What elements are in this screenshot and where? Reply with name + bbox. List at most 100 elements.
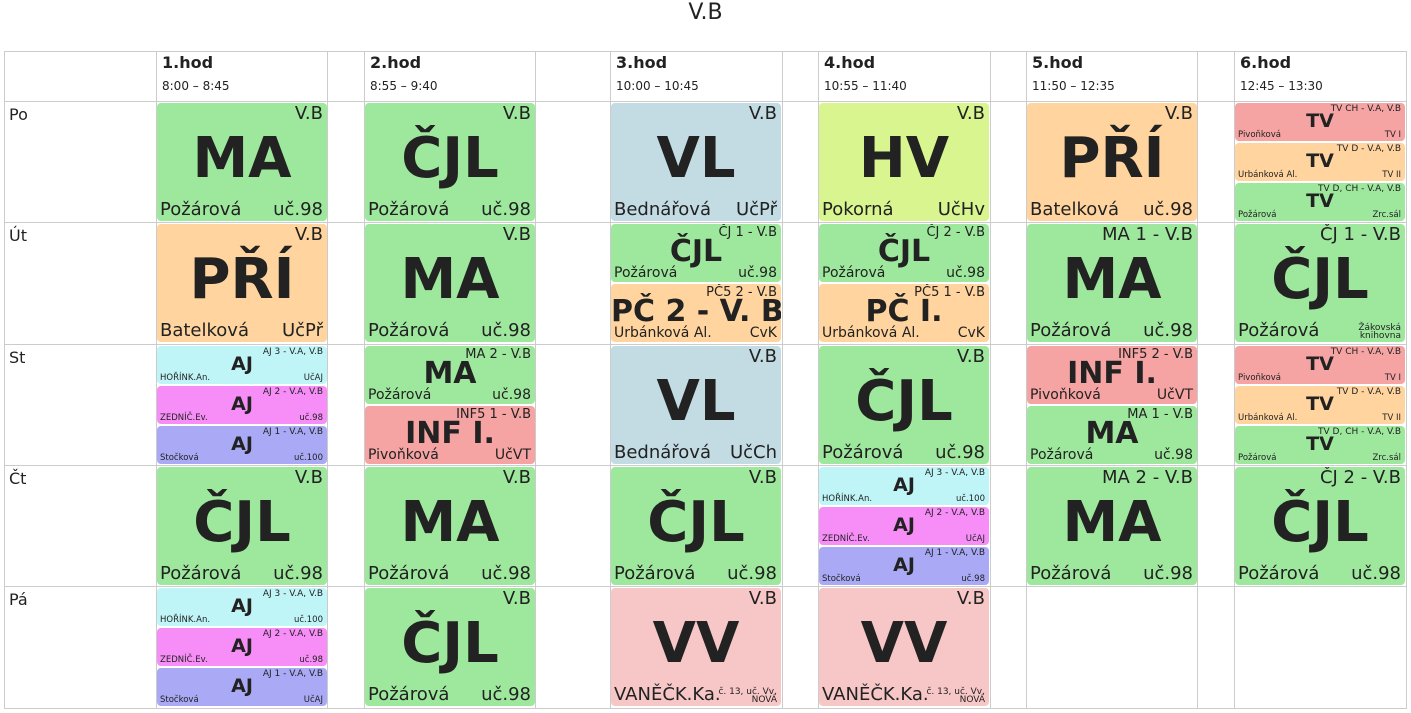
teacher: Požárová	[1238, 563, 1320, 584]
subject: PŘÍ	[189, 247, 295, 313]
lesson-block: ČJL V.B Požárová uč.98	[611, 467, 781, 585]
grid-line	[364, 51, 365, 708]
teacher: Požárová	[160, 199, 242, 220]
group: V.B	[956, 346, 985, 367]
group: AJ 1 - V.A, V.B	[262, 427, 323, 437]
group: TV D - V.A, V.B	[1336, 144, 1401, 154]
teacher: Stočková	[822, 573, 861, 584]
room: uč.98	[481, 563, 531, 584]
subject: ČJL	[193, 490, 291, 556]
group: V.B	[956, 588, 985, 609]
subject: ČJL	[401, 611, 499, 677]
group: V.B	[1164, 103, 1193, 124]
group: V.B	[502, 224, 531, 245]
teacher: Batelková	[160, 320, 249, 341]
room: Žákovská knihovna	[1358, 322, 1401, 341]
room: uč.98	[299, 654, 323, 665]
day-name: Čt	[9, 469, 27, 488]
teacher: Pokorná	[822, 199, 894, 220]
lesson-block: PŘÍ V.B Batelková UčPř	[157, 224, 327, 342]
room: UčHv	[937, 199, 985, 220]
teacher: Požárová	[1238, 209, 1277, 220]
subject: PČ 2 - V. B	[611, 293, 781, 329]
teacher: Požárová	[368, 387, 432, 403]
group: MA 2 - V.B	[465, 347, 531, 362]
lesson-block: ČJL V.B Požárová uč.98	[365, 103, 535, 221]
group: TV CH - V.A, V.B	[1330, 104, 1401, 114]
teacher: Pivoňková	[368, 447, 439, 463]
group: TV D, CH - V.A, V.B	[1318, 427, 1401, 437]
subject: AJ	[893, 473, 915, 496]
subject: VL	[656, 126, 736, 192]
group: AJ 1 - V.A, V.B	[262, 669, 323, 679]
teacher: HOŘÍNK.An.	[160, 372, 211, 383]
subject: PČ I.	[865, 293, 943, 329]
lesson-block: INF I. INF5 2 - V.B Pivoňková UčVT	[1027, 346, 1197, 404]
lesson-block: MA MA 1 - V.B Požárová uč.98	[1027, 224, 1197, 342]
teacher: Požárová	[1030, 447, 1094, 463]
hour-label: 6.hod	[1240, 53, 1292, 72]
group: TV D, CH - V.A, V.B	[1318, 184, 1401, 194]
subject: ČJL	[1271, 490, 1369, 556]
room: uč.98	[935, 442, 985, 463]
teacher: Požárová	[160, 563, 242, 584]
room: UčCh	[729, 442, 777, 463]
lesson-block: ČJL V.B Požárová uč.98	[365, 588, 535, 706]
subject: MA	[192, 126, 292, 192]
subject: AJ	[231, 352, 253, 375]
lesson-block: AJ AJ 2 - V.A, V.B ZEDNÍČ.Ev. uč.98	[157, 386, 327, 424]
room: č. 13, uč. Vv, NOVÁ	[926, 686, 985, 705]
teacher: HOŘÍNK.An.	[822, 493, 873, 504]
subject: AJ	[893, 553, 915, 576]
room: uč.98	[1143, 563, 1193, 584]
group: V.B	[502, 467, 531, 488]
lesson-block: PČ 2 - V. B PČ5 2 - V.B Urbánková Al. CvK	[611, 284, 781, 342]
group: INF5 2 - V.B	[1118, 347, 1193, 362]
lesson-block: MA MA 1 - V.B Požárová uč.98	[1027, 406, 1197, 464]
grid-line	[1026, 51, 1027, 708]
room: UčPř	[281, 320, 323, 341]
room: UčPř	[735, 199, 777, 220]
grid-line	[610, 51, 611, 708]
subject: TV	[1306, 109, 1334, 132]
grid-line	[4, 222, 1407, 223]
lesson-block: TV TV CH - V.A, V.B Pivoňková TV I	[1235, 103, 1405, 141]
grid-line	[4, 586, 1407, 587]
page-title: V.B	[688, 0, 723, 25]
lesson-block: INF I. INF5 1 - V.B Pivoňková UčVT	[365, 406, 535, 464]
room: uč.98	[299, 412, 323, 423]
teacher: Bednářová	[614, 199, 711, 220]
teacher: Požárová	[822, 442, 904, 463]
lesson-block: ČJL ČJ 1 - V.B Požárová uč.98	[611, 224, 781, 282]
grid-line	[4, 344, 1407, 345]
room: uč.100	[956, 493, 985, 504]
teacher: Pivoňková	[1238, 129, 1281, 140]
room: uč.98	[1143, 320, 1193, 341]
lesson-block: VV V.B VANĚČK.Ka. č. 13, uč. Vv, NOVÁ	[819, 588, 989, 706]
subject: TV	[1306, 392, 1334, 415]
lesson-block: PŘÍ V.B Batelková uč.98	[1027, 103, 1197, 221]
room: uč.98	[738, 265, 777, 281]
hour-time: 12:45 – 13:30	[1240, 79, 1323, 93]
lesson-block: MA V.B Požárová uč.98	[365, 467, 535, 585]
lesson-block: AJ AJ 1 - V.A, V.B Stočková uč.98	[819, 547, 989, 585]
lesson-block: MA MA 2 - V.B Požárová uč.98	[365, 346, 535, 404]
group: AJ 2 - V.A, V.B	[262, 387, 323, 397]
lesson-block: VL V.B Bednářová UčCh	[611, 346, 781, 464]
teacher: HOŘÍNK.An.	[160, 614, 211, 625]
subject: AJ	[893, 513, 915, 536]
lesson-block: AJ AJ 2 - V.A, V.B ZEDNÍČ.Ev. uč.98	[157, 628, 327, 666]
teacher: Požárová	[1030, 563, 1112, 584]
lesson-block: AJ AJ 3 - V.A, V.B HOŘÍNK.An. UčAJ	[157, 346, 327, 384]
subject: MA	[400, 247, 500, 313]
group: MA 1 - V.B	[1101, 224, 1193, 245]
group: ČJ 2 - V.B	[926, 225, 985, 240]
grid-line	[4, 101, 1407, 102]
grid-line	[1234, 51, 1235, 708]
lesson-block: AJ AJ 3 - V.A, V.B HOŘÍNK.An. uč.100	[819, 467, 989, 505]
subject: ČJL	[401, 126, 499, 192]
hour-label: 2.hod	[370, 53, 422, 72]
subject: PŘÍ	[1059, 126, 1165, 192]
room: uč.100	[294, 614, 323, 625]
grid-line	[4, 51, 5, 708]
